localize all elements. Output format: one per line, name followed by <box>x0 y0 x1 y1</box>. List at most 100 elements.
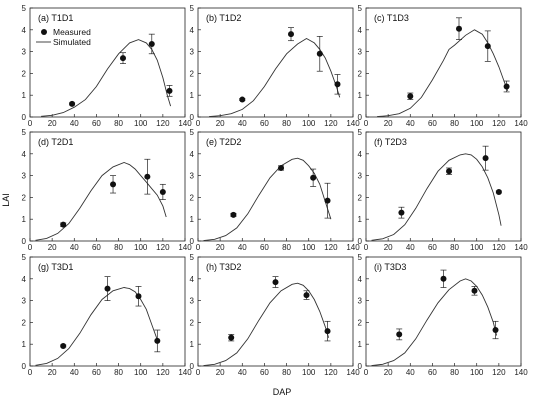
x-tick-label: 80 <box>282 368 291 377</box>
measured-point <box>154 337 161 344</box>
measured-point <box>484 43 491 50</box>
x-tick-label: 140 <box>514 119 528 128</box>
x-tick-label: 40 <box>70 368 79 377</box>
y-tick-label: 1 <box>22 91 27 100</box>
measured-point <box>60 342 67 349</box>
x-tick-label: 80 <box>114 243 123 252</box>
y-tick-label: 1 <box>358 91 363 100</box>
x-tick-label: 40 <box>238 368 247 377</box>
x-tick-label: 60 <box>92 243 101 252</box>
measured-point <box>398 209 405 216</box>
x-tick-label: 20 <box>48 368 57 377</box>
simulated-line <box>371 278 498 367</box>
y-tick-label: 1 <box>22 340 27 349</box>
measured-point <box>303 292 310 299</box>
panel-title: (f) T2D3 <box>374 137 407 147</box>
y-tick-label: 3 <box>190 297 195 306</box>
measured-point <box>471 287 478 294</box>
measured-point <box>440 275 447 282</box>
measured-point <box>69 100 76 107</box>
x-tick-label: 20 <box>216 243 225 252</box>
x-tick-label: 80 <box>282 119 291 128</box>
y-tick-label: 1 <box>190 340 195 349</box>
y-tick-label: 3 <box>190 48 195 57</box>
y-tick-label: 3 <box>358 48 363 57</box>
panel-title: (i) T3D3 <box>374 262 406 272</box>
panel-frame <box>29 7 186 118</box>
simulated-line <box>41 39 172 117</box>
x-tick-label: 40 <box>406 243 415 252</box>
y-tick-label: 5 <box>190 4 195 13</box>
x-tick-label: 60 <box>260 368 269 377</box>
panel-frame <box>365 256 522 367</box>
x-tick-label: 20 <box>216 368 225 377</box>
y-tick-label: 4 <box>22 275 27 284</box>
measured-point <box>272 279 279 286</box>
x-tick-label: 60 <box>428 119 437 128</box>
x-tick-label: 40 <box>70 119 79 128</box>
y-tick-label: 0 <box>358 237 363 246</box>
y-tick-label: 2 <box>358 69 363 78</box>
y-axis-label: LAI <box>1 193 11 207</box>
x-tick-label: 80 <box>450 119 459 128</box>
x-tick-label: 60 <box>92 368 101 377</box>
x-tick-label: 20 <box>384 119 393 128</box>
y-tick-label: 0 <box>22 237 27 246</box>
x-tick-label: 0 <box>364 368 369 377</box>
x-tick-label: 120 <box>324 119 338 128</box>
x-tick-label: 140 <box>178 243 192 252</box>
y-tick-label: 2 <box>190 193 195 202</box>
measured-point <box>104 285 111 292</box>
panel-frame <box>197 131 354 242</box>
panel-T3D3: 0 20 40 60 80 100 120 140 0 1 2 3 4 5 (i) T3D3 <box>358 253 529 377</box>
x-tick-label: 140 <box>346 243 360 252</box>
x-tick-label: 120 <box>492 243 506 252</box>
measured-point <box>110 181 117 188</box>
x-tick-label: 120 <box>156 243 170 252</box>
x-tick-label: 0 <box>196 368 201 377</box>
y-tick-label: 1 <box>190 215 195 224</box>
panel-title: (e) T2D2 <box>206 137 241 147</box>
measured-point <box>148 40 155 47</box>
y-tick-label: 4 <box>22 150 27 159</box>
simulated-line <box>203 282 330 367</box>
panel-title: (g) T3D1 <box>38 262 73 272</box>
measured-point <box>278 164 285 171</box>
panel-title: (a) T1D1 <box>38 13 73 23</box>
y-tick-label: 0 <box>190 113 195 122</box>
y-tick-label: 4 <box>190 26 195 35</box>
y-tick-label: 3 <box>358 172 363 181</box>
x-tick-label: 100 <box>470 119 484 128</box>
panel-frame <box>29 256 186 367</box>
y-tick-label: 5 <box>22 253 27 262</box>
x-tick-label: 120 <box>492 119 506 128</box>
panel-frame <box>29 131 186 242</box>
x-tick-label: 80 <box>450 368 459 377</box>
x-tick-label: 40 <box>406 368 415 377</box>
y-tick-label: 3 <box>22 172 27 181</box>
x-tick-label: 100 <box>134 368 148 377</box>
x-tick-label: 40 <box>70 243 79 252</box>
y-tick-label: 0 <box>190 237 195 246</box>
y-tick-label: 2 <box>190 69 195 78</box>
y-tick-label: 2 <box>358 193 363 202</box>
x-tick-label: 60 <box>92 119 101 128</box>
x-tick-label: 100 <box>302 243 316 252</box>
y-tick-label: 3 <box>358 297 363 306</box>
x-tick-label: 140 <box>514 243 528 252</box>
x-tick-label: 80 <box>450 243 459 252</box>
x-tick-label: 60 <box>428 368 437 377</box>
measured-point <box>60 221 67 228</box>
y-tick-label: 2 <box>22 318 27 327</box>
x-tick-label: 120 <box>156 368 170 377</box>
panel-frame <box>197 7 354 118</box>
simulated-line <box>203 157 332 242</box>
x-tick-label: 100 <box>134 243 148 252</box>
simulated-line <box>377 29 509 118</box>
y-tick-label: 4 <box>358 150 363 159</box>
y-tick-label: 5 <box>190 253 195 262</box>
